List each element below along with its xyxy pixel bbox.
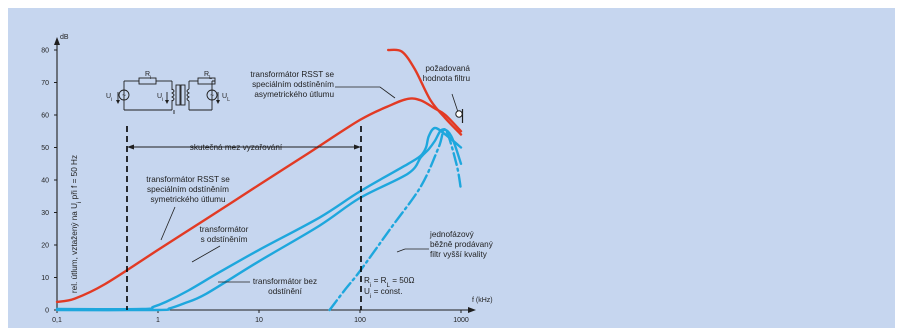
span-arrow-head <box>127 144 134 150</box>
annotation-jednofazovy: jednofázový <box>429 230 475 239</box>
y-tick-label: 10 <box>41 275 49 282</box>
x-unit-label: f (kHz) <box>472 297 493 304</box>
x-tick-label: 0,1 <box>52 317 62 324</box>
y-axis-arrow <box>54 37 60 45</box>
annotation-s-odstinenim: transformátor <box>200 225 249 234</box>
schematic-ac-symbol: ~ <box>210 93 214 100</box>
series-line <box>328 128 463 312</box>
schematic-secondary-coil <box>186 88 191 102</box>
schematic-voltage-arrowhead <box>116 100 120 104</box>
annotation-pozadovana: požadovaná <box>425 64 470 73</box>
x-tick-label: 1 <box>156 317 160 324</box>
y-tick-label: 0 <box>45 308 49 315</box>
annotation-bez: transformátor bez <box>253 277 317 286</box>
schematic-voltage-arrowhead <box>216 100 220 104</box>
series-line <box>387 48 463 136</box>
annotation-jednofazovy: běžně prodávaný <box>430 240 494 249</box>
schematic-label-ri: Ri <box>145 71 151 81</box>
y-tick-label: 80 <box>41 48 49 55</box>
annotation-pozadovana: hodnota filtru <box>423 74 471 83</box>
schematic-primary-coil <box>170 88 175 102</box>
schematic-transformer-core <box>180 84 186 106</box>
annotation-rsst-sym: symetrického útlumu <box>150 195 226 204</box>
annotation-bez: odstínění <box>268 287 302 296</box>
schematic-label-ui: Ui <box>157 93 163 103</box>
annotation-ui-const: Ui = const. <box>364 287 402 300</box>
annotation-rsst-sym: transformátor RSST se <box>146 175 230 184</box>
schematic-load-circle <box>206 89 218 101</box>
annotation-rsst-sym: speciálním odstíněním <box>147 185 229 194</box>
y-unit-label: dB <box>60 34 69 41</box>
series-line <box>55 126 463 311</box>
annotation-rsst-asym: asymetrického útlumu <box>254 90 334 99</box>
annotation-leader <box>160 206 176 241</box>
schematic-label-ul: UL <box>222 93 230 103</box>
y-tick-label: 50 <box>41 145 49 152</box>
required-value-marker <box>455 110 463 118</box>
chart-panel <box>8 8 895 328</box>
annotation-leader <box>191 245 221 263</box>
annotation-leader <box>379 86 396 99</box>
x-axis-arrow <box>468 307 476 313</box>
y-tick-label: 70 <box>41 80 49 87</box>
annotation-skutecna: skutečná mez vyzařování <box>190 143 283 152</box>
schematic-source-circle <box>118 89 130 101</box>
schematic-label-ui-source: Ui <box>106 93 112 103</box>
x-tick-label: 1000 <box>453 317 469 324</box>
span-arrow-head <box>354 144 361 150</box>
x-tick-label: 10 <box>255 317 263 324</box>
annotation-leader <box>451 93 459 113</box>
y-tick-label: 20 <box>41 243 49 250</box>
x-tick-label: 100 <box>354 317 366 324</box>
annotation-ri-rl: Ri = RL = 50Ω <box>364 276 415 289</box>
annotation-jednofazovy: filtr vyšší kvality <box>430 250 488 259</box>
series-line <box>55 97 463 304</box>
schematic-ac-symbol: ~ <box>122 93 126 100</box>
y-tick-label: 30 <box>41 210 49 217</box>
annotation-leader <box>396 248 406 253</box>
y-tick-label: 40 <box>41 178 49 185</box>
schematic-label-rl: RL <box>204 71 212 81</box>
annotation-rsst-asym: speciálním odstíněním <box>252 80 334 89</box>
schematic-transformer-core <box>175 84 181 106</box>
y-tick-label: 60 <box>41 113 49 120</box>
annotation-rsst-asym: transformátor RSST se <box>250 70 334 79</box>
schematic-voltage-arrowhead <box>165 100 169 104</box>
schematic-resistor-ri <box>138 77 157 85</box>
annotation-s-odstinenim: s odstíněním <box>201 235 248 244</box>
series-line <box>55 128 463 312</box>
y-axis-label: rel. útlum, vztažený na Ui při f = 50 Hz <box>70 155 83 293</box>
